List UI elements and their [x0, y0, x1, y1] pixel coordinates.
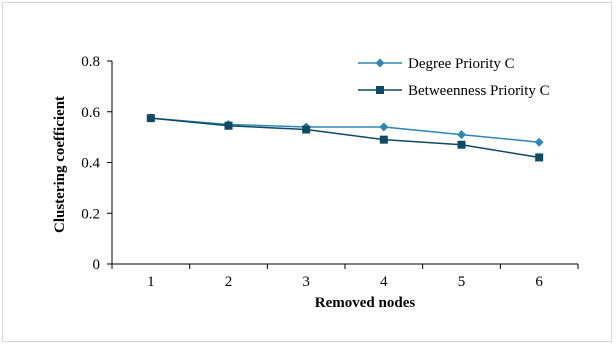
chart-frame	[2, 2, 612, 342]
x-tick-label: 1	[147, 274, 155, 290]
data-point	[224, 121, 233, 130]
series-line	[150, 117, 540, 143]
x-axis-title: Removed nodes	[315, 295, 416, 311]
y-tick-label: 0.8	[81, 54, 100, 70]
x-tick-label: 3	[302, 274, 310, 290]
legend-marker	[375, 58, 385, 68]
data-point	[457, 130, 466, 140]
tick-labels: 0 0.2 0.4 0.6 0.8 1 2 3 4 5 6	[81, 54, 543, 290]
x-tick-label: 4	[380, 274, 388, 290]
series-degree-priority	[146, 113, 544, 147]
y-tick-label: 0.4	[81, 156, 100, 172]
x-tick-label: 2	[225, 274, 233, 290]
data-point	[146, 114, 155, 123]
legend-entry: Betweenness Priority C	[358, 83, 550, 99]
data-point	[457, 140, 466, 149]
x-tick-label: 5	[458, 274, 466, 290]
series-line	[150, 117, 540, 159]
legend-entry: Degree Priority C	[358, 56, 515, 72]
legend-marker	[376, 86, 384, 94]
series-betweenness-priority	[146, 114, 544, 162]
data-point	[535, 153, 544, 162]
y-tick-label: 0	[93, 257, 101, 273]
y-axis-title: Clustering coefficient	[52, 96, 68, 233]
data-point	[534, 137, 544, 147]
legend-label: Betweenness Priority C	[408, 83, 550, 99]
series-layer	[146, 113, 544, 162]
legend-label: Degree Priority C	[408, 56, 515, 72]
data-point	[379, 122, 389, 132]
axes	[107, 60, 579, 269]
y-tick-label: 0.6	[81, 105, 100, 121]
x-tick-label: 6	[535, 274, 543, 290]
data-point	[302, 125, 311, 134]
legend: Degree Priority C Betweenness Priority C	[358, 56, 550, 99]
y-tick-label: 0.2	[81, 206, 100, 222]
data-point	[379, 135, 388, 144]
